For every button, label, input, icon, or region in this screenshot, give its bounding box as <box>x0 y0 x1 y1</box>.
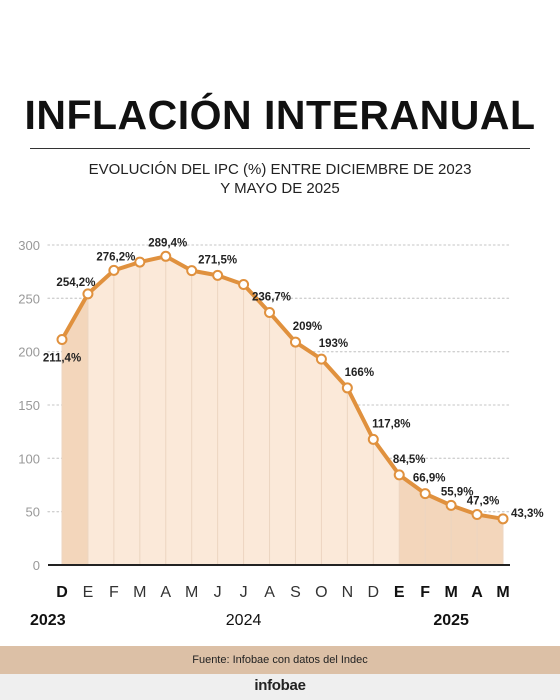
x-tick-label: A <box>264 584 275 601</box>
y-tick-label: 100 <box>18 451 40 466</box>
data-point <box>134 256 146 268</box>
y-tick-label: 300 <box>18 238 40 253</box>
data-point <box>238 278 250 290</box>
data-label: 47,3% <box>467 496 500 508</box>
data-point <box>264 307 276 319</box>
data-point <box>82 288 94 300</box>
data-label: 211,4% <box>43 353 81 365</box>
x-tick-label: J <box>214 584 222 601</box>
title-divider <box>30 148 530 149</box>
subtitle-line-1: EVOLUCIÓN DEL IPC (%) ENTRE DICIEMBRE DE… <box>88 161 472 178</box>
data-point <box>289 336 301 348</box>
data-point <box>186 265 198 277</box>
x-tick-label: A <box>471 584 483 601</box>
x-tick-label: E <box>83 584 94 601</box>
data-label: 289,4% <box>148 237 187 249</box>
x-tick-label: D <box>56 584 68 601</box>
data-point <box>497 513 509 525</box>
source-text: Fuente: Infobae con datos del Indec <box>192 654 368 666</box>
data-point <box>445 499 457 511</box>
data-point <box>212 269 224 281</box>
year-label: 2024 <box>226 612 262 629</box>
y-tick-label: 50 <box>26 505 40 520</box>
x-tick-label: N <box>342 584 354 601</box>
footer-bar <box>0 674 560 700</box>
data-label: 209% <box>293 321 322 333</box>
chart-title: INFLACIÓN INTERANUAL <box>24 92 536 138</box>
x-tick-label: S <box>290 584 301 601</box>
y-tick-label: 0 <box>33 558 40 573</box>
data-point <box>108 264 120 276</box>
data-label: 166% <box>345 367 374 379</box>
data-label: 117,8% <box>372 418 410 430</box>
x-tick-label: D <box>368 584 380 601</box>
y-tick-label: 150 <box>18 398 40 413</box>
x-tick-label: M <box>185 584 198 601</box>
area-fill <box>62 256 503 565</box>
y-tick-label: 200 <box>18 345 40 360</box>
x-tick-label: A <box>160 584 171 601</box>
data-point <box>56 334 68 346</box>
data-label: 271,5% <box>198 254 237 266</box>
data-label: 236,7% <box>252 292 291 304</box>
data-label: 276,2% <box>96 251 135 263</box>
x-tick-label: M <box>496 584 509 601</box>
year-label: 2025 <box>433 612 469 629</box>
year-label: 2023 <box>30 612 66 629</box>
data-point <box>393 469 405 481</box>
data-point <box>367 433 379 445</box>
x-tick-label: F <box>420 584 430 601</box>
subtitle-line-2: Y MAYO DE 2025 <box>220 180 340 197</box>
x-tick-label: F <box>109 584 119 601</box>
data-point <box>160 250 172 262</box>
y-tick-label: 250 <box>18 291 40 306</box>
data-label: 66,9% <box>413 473 446 485</box>
data-label: 55,9% <box>441 486 474 498</box>
highlight-area <box>62 293 88 565</box>
data-point <box>315 353 327 365</box>
x-tick-label: M <box>444 584 457 601</box>
data-label: 43,3% <box>511 508 544 520</box>
x-tick-label: M <box>133 584 146 601</box>
data-label: 84,5% <box>393 454 426 466</box>
x-tick-label: E <box>394 584 405 601</box>
x-tick-label: O <box>315 584 327 601</box>
source-band: Fuente: Infobae con datos del Indec <box>0 646 560 674</box>
data-point <box>419 488 431 500</box>
x-tick-label: J <box>240 584 248 601</box>
infobae-logo: infobae <box>254 677 306 694</box>
data-label: 254,2% <box>56 277 95 289</box>
chart-subtitle: EVOLUCIÓN DEL IPC (%) ENTRE DICIEMBRE DE… <box>0 160 560 198</box>
data-point <box>471 509 483 521</box>
data-label: 193% <box>319 338 348 350</box>
data-point <box>341 382 353 394</box>
